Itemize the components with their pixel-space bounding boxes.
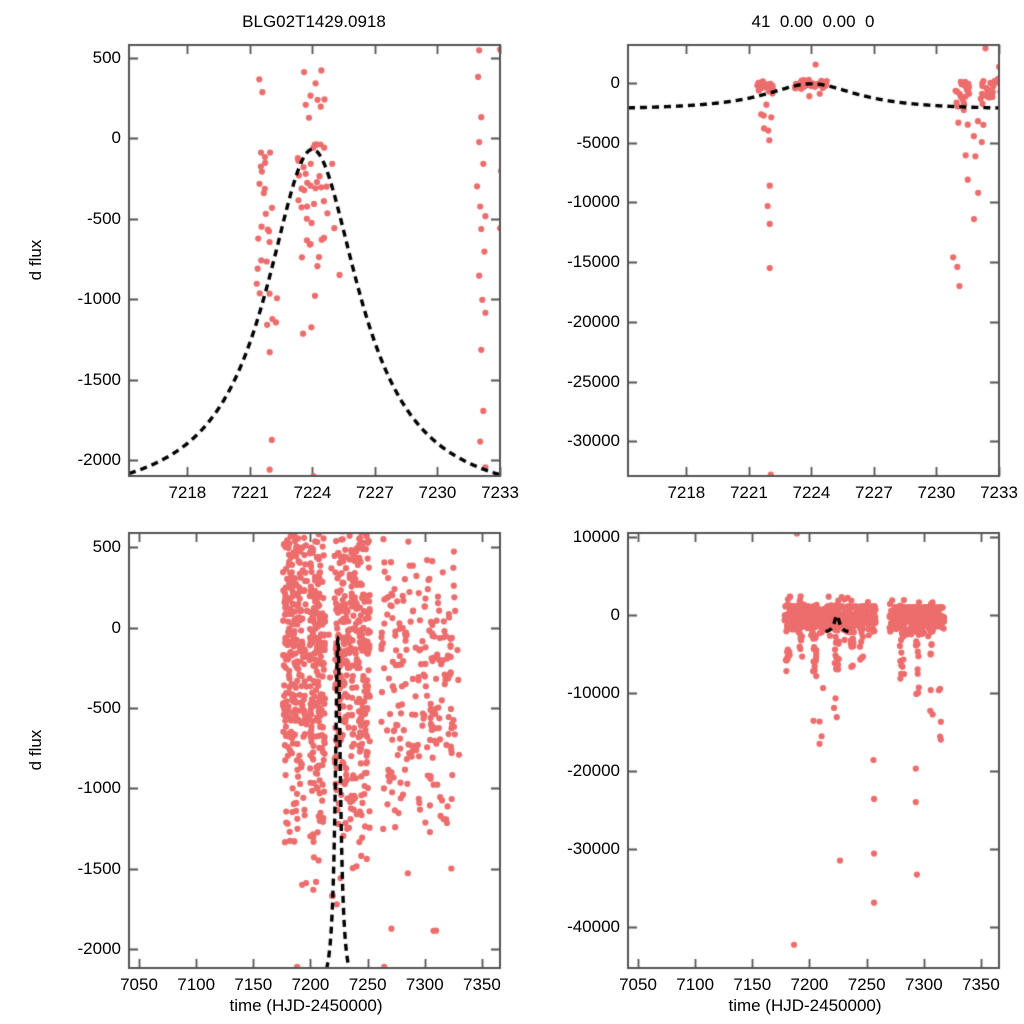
light-curve-figure: BLG02T1429.0918 41 0.00 0.00 0 d flux d …: [0, 0, 1024, 1024]
plot-canvas: [0, 0, 1024, 1024]
